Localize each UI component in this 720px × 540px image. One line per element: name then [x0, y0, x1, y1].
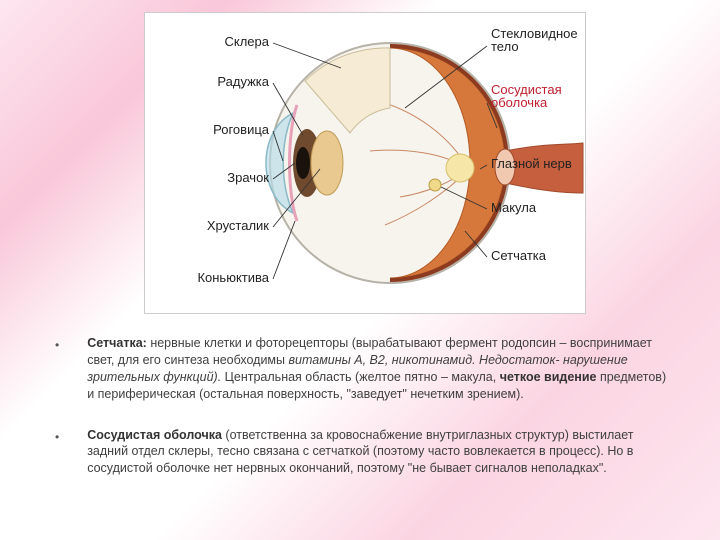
bullet-retina: • Сетчатка: нервные клетки и фоторецепто…: [55, 335, 675, 403]
label-pupil: Зрачок: [227, 171, 269, 184]
bullet-choroid-text: Сосудистая оболочка (ответственна за кро…: [87, 427, 675, 478]
label-choroid: Сосудистаяоболочка: [491, 83, 562, 109]
label-cornea: Роговица: [213, 123, 269, 136]
label-retina: Сетчатка: [491, 249, 546, 262]
slide-root: Склера Радужка Роговица Зрачок Хрусталик…: [0, 0, 720, 540]
label-sclera: Склера: [225, 35, 270, 48]
bullet-choroid: • Сосудистая оболочка (ответственна за к…: [55, 427, 675, 478]
bullet-dot-icon: •: [55, 429, 59, 478]
bullet-list: • Сетчатка: нервные клетки и фоторецепто…: [55, 335, 675, 501]
label-iris: Радужка: [217, 75, 269, 88]
label-conjunctiva: Коньюктива: [197, 271, 269, 284]
lens-shape: [311, 131, 343, 195]
bullet-retina-text: Сетчатка: нервные клетки и фоторецепторы…: [87, 335, 675, 403]
pupil-shape: [296, 147, 310, 179]
label-macula: Макула: [491, 201, 536, 214]
label-optic-nerve: Глазной нерв: [491, 157, 572, 170]
macula-shape: [429, 179, 441, 191]
eye-diagram-panel: Склера Радужка Роговица Зрачок Хрусталик…: [144, 12, 586, 314]
optic-disc: [446, 154, 474, 182]
bullet-dot-icon: •: [55, 337, 59, 403]
label-vitreous: Стекловидноетело: [491, 27, 578, 53]
label-lens: Хрусталик: [207, 219, 269, 232]
